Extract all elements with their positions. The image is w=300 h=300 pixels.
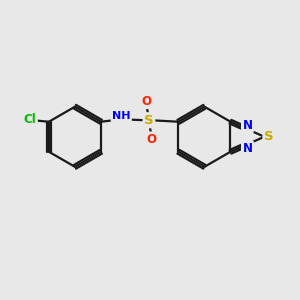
Text: O: O — [147, 133, 157, 146]
Text: S: S — [144, 114, 154, 127]
Text: NH: NH — [112, 111, 130, 121]
Text: O: O — [141, 94, 151, 108]
Text: S: S — [264, 130, 274, 143]
Text: Cl: Cl — [24, 113, 36, 126]
Text: N: N — [242, 142, 252, 155]
Text: N: N — [242, 118, 252, 132]
